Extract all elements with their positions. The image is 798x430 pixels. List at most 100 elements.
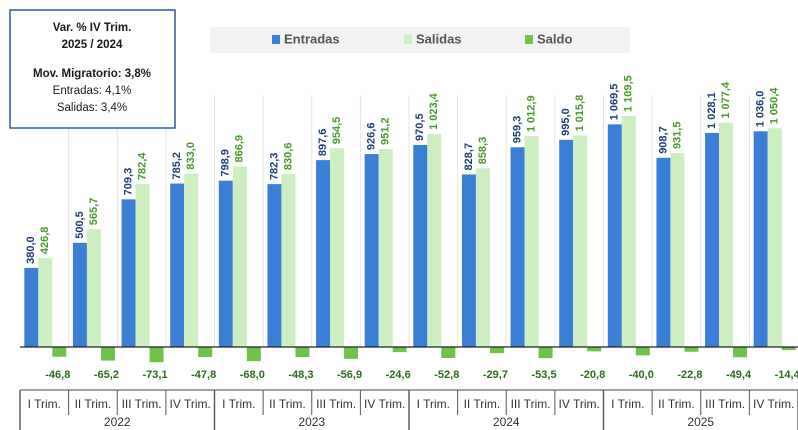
bar [135,184,150,347]
bar [656,157,671,347]
value-label: 1 023,4 [428,92,440,130]
info-period: 2025 / 2024 [62,39,123,51]
bar [510,147,525,347]
x-tick-label: I Trim. [611,397,644,411]
value-label: -48,3 [288,369,313,381]
value-label: 1 077,4 [720,81,732,119]
bar [246,347,261,362]
legend-label: Entradas [284,31,340,46]
bar [733,347,748,358]
year-label: 2023 [298,415,325,429]
value-label: 1 015,8 [574,95,586,132]
value-label: 866,9 [234,135,246,163]
bar [86,229,101,347]
value-label: 833,0 [185,142,197,170]
value-label: -47,8 [191,369,216,381]
bar [378,148,393,347]
bar [441,347,456,358]
year-label: 2024 [493,415,520,429]
value-label: -65,2 [94,369,119,381]
value-label: 897,6 [317,129,329,157]
value-label: 970,5 [414,113,426,141]
value-label: 908,7 [657,126,669,154]
bar [705,132,720,347]
value-label: -20,8 [580,369,605,381]
bar [38,258,53,347]
value-label: 426,8 [39,227,51,255]
value-label: -73,1 [142,369,167,381]
value-label: 785,2 [171,152,183,180]
value-label: 1 069,5 [609,84,621,121]
info-salidas: Salidas: 3,4% [57,102,127,114]
value-label: -68,0 [240,369,265,381]
bar [330,148,345,347]
bar [267,184,282,347]
bar [538,347,553,359]
bar [121,199,136,347]
value-label: 828,7 [463,143,475,171]
value-label: 709,3 [122,168,134,196]
value-label: 798,9 [220,149,232,177]
bar [413,144,428,347]
bar [781,347,796,350]
value-label: 830,6 [282,143,294,171]
value-label: 931,5 [671,122,683,150]
bar [316,160,331,347]
value-label: 1 109,5 [623,75,635,112]
bar [218,180,233,347]
info-total: Mov. Migratorio: 3,8% [33,68,151,80]
x-tick-label: IV Trim. [364,397,405,411]
bar [52,347,67,357]
x-tick-label: III Trim. [705,397,745,411]
value-label: 1 036,0 [755,91,767,128]
value-label: 782,3 [268,153,280,181]
x-tick-label: III Trim. [122,397,162,411]
bar [149,347,164,363]
legend-swatch [404,35,412,44]
bar [232,166,247,347]
value-label: 926,6 [366,123,378,151]
bar [427,133,442,347]
value-label: -46,8 [45,369,70,381]
info-box [9,9,176,129]
bar [364,154,379,347]
value-label: 782,4 [136,152,148,180]
bar [475,168,490,347]
value-label: 858,3 [477,137,489,165]
value-label: -22,8 [677,369,702,381]
bar [767,128,782,347]
value-label: -24,6 [386,369,411,381]
bar [100,347,115,361]
bar [170,183,185,347]
bar [295,347,310,358]
x-tick-label: III Trim. [316,397,356,411]
legend-label: Salidas [416,31,462,46]
value-label: -40,0 [629,369,654,381]
bar [753,131,768,347]
info-title: Var. % IV Trim. [53,22,132,34]
value-label: 954,5 [331,117,343,145]
value-label: 565,7 [88,198,100,226]
x-tick-label: I Trim. [222,397,255,411]
value-label: 1 028,1 [706,92,718,129]
value-label: -29,7 [483,369,508,381]
value-label: -14,4 [775,369,798,381]
bar [684,347,699,352]
bar [489,347,504,354]
bar [198,347,213,357]
value-label: -49,4 [726,369,752,381]
info-entradas: Entradas: 4,1% [53,85,132,97]
x-tick-label: II Trim. [658,397,695,411]
bar [573,135,588,347]
legend-swatch [525,35,533,44]
legend-label: Saldo [537,31,572,46]
year-label: 2025 [687,415,714,429]
year-label: 2022 [104,415,131,429]
bar [621,116,636,347]
bar [559,139,574,347]
bar [635,347,650,356]
bar [184,173,199,347]
value-label: 1 050,4 [769,87,781,125]
value-label: 380,0 [25,236,37,264]
plot: Entradas Salidas Saldo 380,0 426,8 -46,8 I Tri… [19,31,798,430]
